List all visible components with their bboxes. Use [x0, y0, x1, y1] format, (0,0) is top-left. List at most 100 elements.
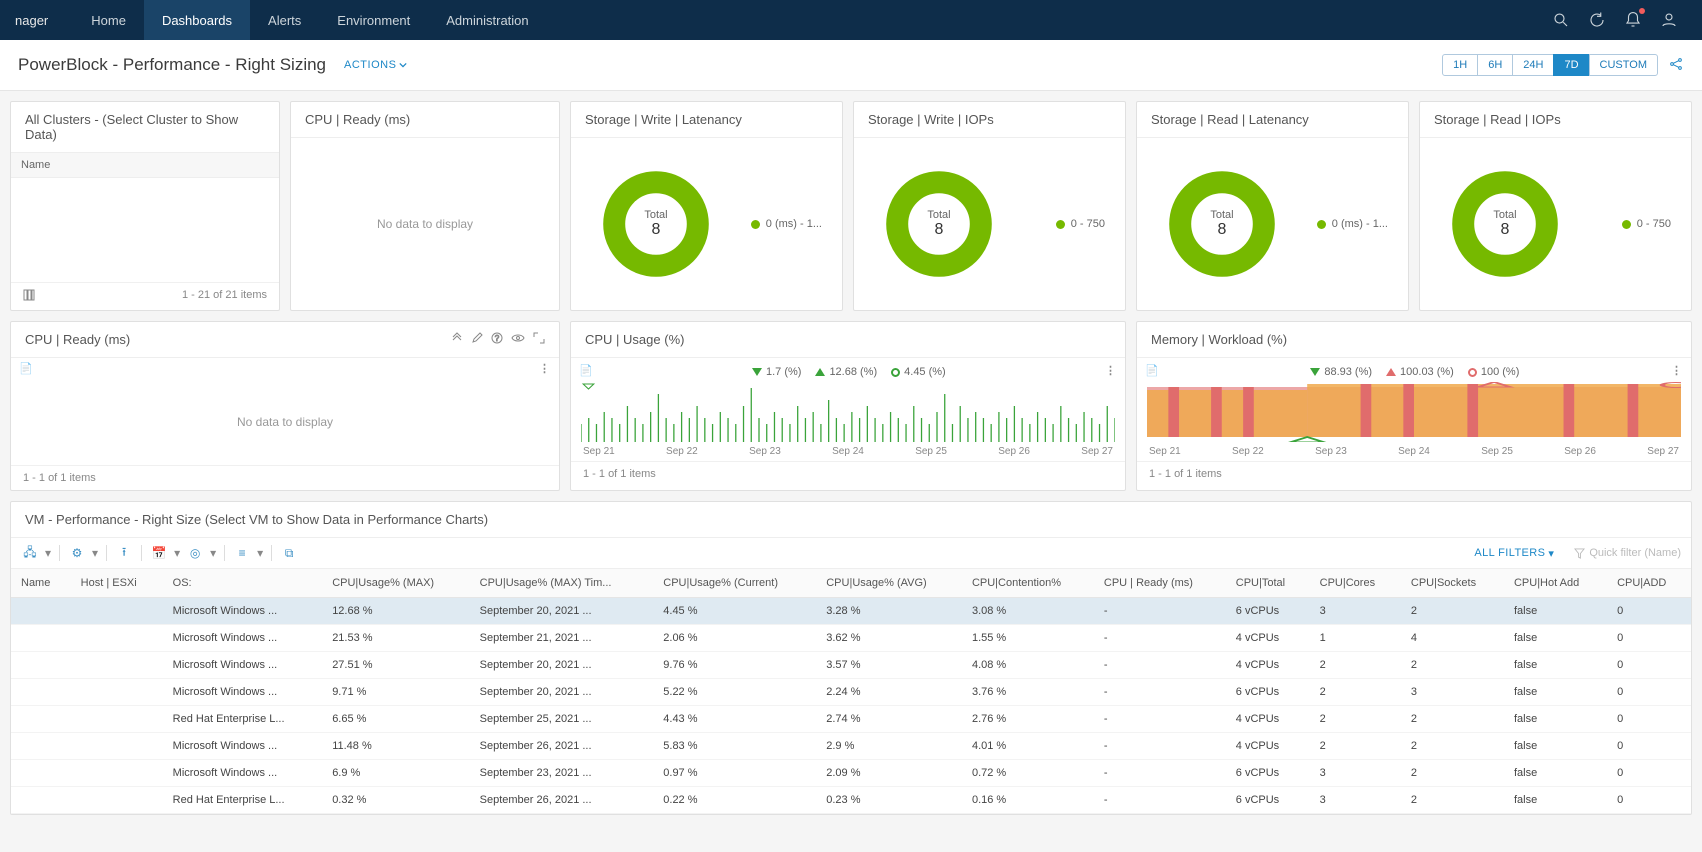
donut-card-0: Storage | Write | Latenancy Total8 0 (ms…	[570, 101, 843, 311]
table-row[interactable]: Microsoft Windows ... 12.68 % September …	[11, 598, 1691, 625]
nav-item-home[interactable]: Home	[73, 0, 144, 40]
vm-table-card: VM - Performance - Right Size (Select VM…	[10, 501, 1692, 815]
donut-title: Storage | Read | Latenancy	[1151, 112, 1309, 127]
search-icon[interactable]	[1543, 2, 1579, 38]
collapse-icon[interactable]	[451, 332, 463, 347]
axis-label: Sep 26	[998, 446, 1030, 457]
quick-filter-input[interactable]: Quick filter (Name)	[1574, 547, 1681, 559]
donut-legend: 0 - 750	[1056, 218, 1105, 230]
vm-toolbar: 🖧▾ ⚙▾ ⭱ 📅▾ ◎▾ ≡▾ ⧉ ALL FILTERS ▾ Quick f…	[11, 538, 1691, 569]
mem-title: Memory | Workload (%)	[1151, 332, 1287, 347]
table-row[interactable]: Microsoft Windows ... 11.48 % September …	[11, 733, 1691, 760]
all-filters-button[interactable]: ALL FILTERS ▾	[1474, 547, 1554, 560]
nav-item-environment[interactable]: Environment	[319, 0, 428, 40]
tree-icon[interactable]: 🖧	[21, 544, 39, 562]
vm-col-header[interactable]: Name	[11, 569, 71, 598]
more-icon[interactable]: ⋮	[1105, 364, 1117, 377]
user-icon[interactable]	[1651, 2, 1687, 38]
vm-col-header[interactable]: CPU|Usage% (AVG)	[816, 569, 962, 598]
date-icon[interactable]: 📅	[150, 544, 168, 562]
expand-icon[interactable]	[533, 332, 545, 347]
donut-title: Storage | Write | IOPs	[868, 112, 994, 127]
donut-legend: 0 (ms) - 1...	[751, 218, 822, 230]
cluster-list[interactable]	[11, 178, 279, 282]
donut-chart: Total8	[884, 169, 994, 279]
list-icon[interactable]: ≡	[233, 544, 251, 562]
alert-badge	[1639, 8, 1645, 14]
refresh-icon[interactable]	[1579, 2, 1615, 38]
axis-label: Sep 21	[1149, 446, 1181, 457]
range-24h[interactable]: 24H	[1512, 54, 1554, 76]
vm-table: NameHost | ESXiOS:CPU|Usage% (MAX)CPU|Us…	[11, 569, 1691, 814]
vm-col-header[interactable]: CPU|Sockets	[1401, 569, 1504, 598]
table-row[interactable]: Microsoft Windows ... 6.9 % September 23…	[11, 760, 1691, 787]
page-icon[interactable]: 📄	[1145, 364, 1159, 377]
vm-col-header[interactable]: CPU|Usage% (MAX)	[322, 569, 469, 598]
help-icon[interactable]: ?	[491, 332, 503, 347]
nav-item-dashboards[interactable]: Dashboards	[144, 0, 250, 40]
vm-col-header[interactable]: CPU|Usage% (Current)	[653, 569, 816, 598]
vm-col-header[interactable]: CPU|Hot Add	[1504, 569, 1607, 598]
donut-card-1: Storage | Write | IOPs Total8 0 - 750	[853, 101, 1126, 311]
range-7d[interactable]: 7D	[1553, 54, 1589, 76]
legend-item: 4.45 (%)	[891, 366, 946, 378]
footer-pager: 1 - 1 of 1 items	[583, 468, 656, 480]
footer-pager: 1 - 1 of 1 items	[1149, 468, 1222, 480]
table-row[interactable]: Microsoft Windows ... 27.51 % September …	[11, 652, 1691, 679]
legend-item: 100.03 (%)	[1386, 366, 1454, 378]
range-1h[interactable]: 1H	[1442, 54, 1478, 76]
edit-icon[interactable]	[471, 332, 483, 347]
vm-col-header[interactable]: CPU|Usage% (MAX) Tim...	[470, 569, 654, 598]
axis-label: Sep 26	[1564, 446, 1596, 457]
row-2: CPU | Ready (ms) ? 📄 ⋮ No data to displa…	[0, 311, 1702, 491]
vm-col-header[interactable]: CPU|ADD	[1607, 569, 1691, 598]
cpu-ready2-title: CPU | Ready (ms)	[25, 332, 130, 347]
page-header: PowerBlock - Performance - Right Sizing …	[0, 40, 1702, 91]
cpu-ready-card: CPU | Ready (ms) No data to display	[290, 101, 560, 311]
copy-icon[interactable]: ⧉	[280, 544, 298, 562]
actions-dropdown[interactable]: ACTIONS	[344, 59, 407, 71]
donut-title: Storage | Write | Latenancy	[585, 112, 742, 127]
vm-title: VM - Performance - Right Size (Select VM…	[25, 512, 488, 527]
bell-icon[interactable]	[1615, 2, 1651, 38]
axis-label: Sep 22	[666, 446, 698, 457]
table-row[interactable]: Red Hat Enterprise L... 6.65 % September…	[11, 706, 1691, 733]
table-row[interactable]: Microsoft Windows ... 9.71 % September 2…	[11, 679, 1691, 706]
page-icon[interactable]: 📄	[19, 362, 33, 375]
target-icon[interactable]: ◎	[186, 544, 204, 562]
brand-label: nager	[15, 13, 48, 28]
time-range-selector: 1H6H24H7DCUSTOM	[1443, 54, 1658, 76]
nav-item-administration[interactable]: Administration	[428, 0, 546, 40]
cluster-col-header: Name	[11, 153, 279, 178]
page-icon[interactable]: 📄	[579, 364, 593, 377]
mem-workload-card: Memory | Workload (%) 📄 88.93 (%)100.03 …	[1136, 321, 1692, 491]
export-icon[interactable]: ⭱	[115, 544, 133, 562]
range-6h[interactable]: 6H	[1477, 54, 1513, 76]
donut-chart: Total8	[1167, 169, 1277, 279]
vm-col-header[interactable]: CPU | Ready (ms)	[1094, 569, 1226, 598]
more-icon[interactable]: ⋮	[539, 362, 551, 375]
donut-chart: Total8	[1450, 169, 1560, 279]
axis-label: Sep 22	[1232, 446, 1264, 457]
axis-label: Sep 21	[583, 446, 615, 457]
table-row[interactable]: Microsoft Windows ... 21.53 % September …	[11, 625, 1691, 652]
cpu-usage-card: CPU | Usage (%) 📄 1.7 (%)12.68 (%)4.45 (…	[570, 321, 1126, 491]
table-row[interactable]: Red Hat Enterprise L... 0.32 % September…	[11, 787, 1691, 814]
vm-col-header[interactable]: OS:	[163, 569, 323, 598]
donut-legend: 0 (ms) - 1...	[1317, 218, 1388, 230]
vm-col-header[interactable]: CPU|Contention%	[962, 569, 1094, 598]
eye-icon[interactable]	[511, 332, 525, 347]
cluster-title: All Clusters - (Select Cluster to Show D…	[25, 112, 265, 142]
vm-col-header[interactable]: Host | ESXi	[71, 569, 163, 598]
range-custom[interactable]: CUSTOM	[1589, 54, 1658, 76]
share-icon[interactable]	[1668, 56, 1684, 75]
nav-item-alerts[interactable]: Alerts	[250, 0, 319, 40]
axis-label: Sep 27	[1081, 446, 1113, 457]
donut-title: Storage | Read | IOPs	[1434, 112, 1561, 127]
legend-item: 100 (%)	[1468, 366, 1520, 378]
vm-col-header[interactable]: CPU|Cores	[1310, 569, 1401, 598]
column-picker-icon[interactable]	[23, 289, 35, 304]
more-icon[interactable]: ⋮	[1671, 364, 1683, 377]
gear-icon[interactable]: ⚙	[68, 544, 86, 562]
vm-col-header[interactable]: CPU|Total	[1226, 569, 1310, 598]
